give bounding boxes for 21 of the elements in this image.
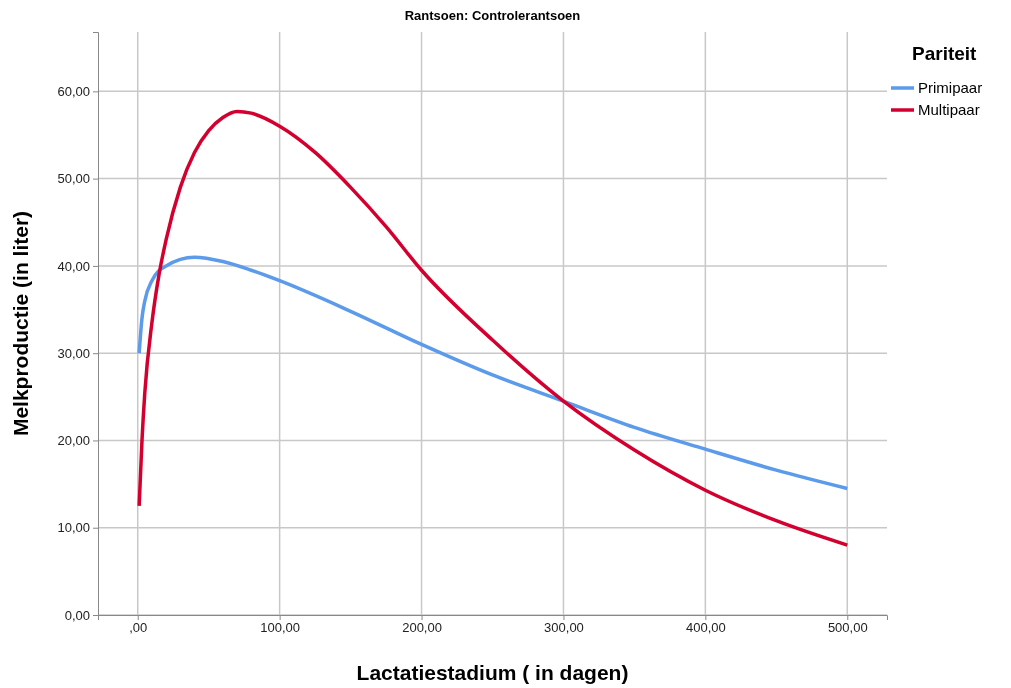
y-tick-label: 20,00 bbox=[57, 433, 90, 449]
line-series bbox=[137, 255, 850, 491]
x-tick-label: 400,00 bbox=[685, 620, 726, 636]
y-tick-label: 50,00 bbox=[57, 171, 90, 187]
line-series bbox=[137, 109, 850, 547]
y-tick-label: 0,00 bbox=[64, 607, 90, 623]
legend-title: Pariteit bbox=[912, 43, 978, 64]
y-tick-label: 10,00 bbox=[57, 520, 90, 536]
y-tick-label: 60,00 bbox=[57, 84, 90, 100]
legend-label: Primipaar bbox=[918, 79, 983, 96]
y-tick-label: 30,00 bbox=[57, 345, 90, 361]
legend-label: Multipaar bbox=[918, 101, 980, 118]
x-tick-label: ,00 bbox=[129, 620, 148, 636]
x-tick-label: 200,00 bbox=[402, 620, 442, 636]
y-tick-label: 40,00 bbox=[57, 258, 90, 274]
y-axis-title: Melkproductie (in liter) bbox=[9, 210, 32, 437]
x-tick-label: 500,00 bbox=[827, 620, 868, 636]
chart-title: Rantsoen: Controlerantsoen bbox=[404, 8, 581, 23]
x-axis-title: Lactatiestadium ( in dagen) bbox=[356, 661, 629, 684]
x-tick-label: 100,00 bbox=[260, 620, 301, 636]
x-tick-label: 300,00 bbox=[544, 620, 584, 636]
